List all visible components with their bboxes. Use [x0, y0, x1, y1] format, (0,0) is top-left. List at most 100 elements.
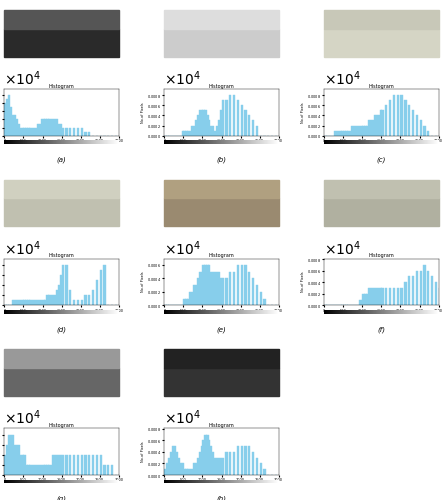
Bar [8, 95, 11, 136]
Bar [166, 464, 168, 475]
Bar [104, 265, 106, 306]
Bar [225, 278, 228, 305]
Bar [189, 469, 191, 475]
Bar [85, 455, 87, 475]
Bar [248, 446, 250, 475]
Bar [54, 120, 56, 136]
Bar [92, 455, 94, 475]
Bar [408, 276, 410, 306]
Bar [393, 288, 395, 306]
Bar [4, 180, 119, 199]
Bar [50, 295, 52, 306]
Bar [52, 120, 54, 136]
Bar [22, 300, 24, 306]
Bar [27, 128, 30, 136]
Bar [96, 280, 98, 305]
Bar [168, 458, 171, 475]
Title: Histogram: Histogram [209, 84, 234, 88]
Title: Histogram: Histogram [49, 254, 74, 258]
Bar [357, 126, 359, 136]
Text: (d): (d) [57, 326, 66, 333]
Bar [264, 298, 266, 306]
Bar [164, 350, 279, 368]
Bar [260, 292, 262, 306]
Bar [14, 444, 16, 475]
Bar [218, 120, 220, 136]
Bar [210, 446, 212, 475]
Bar [56, 120, 58, 136]
Bar [183, 130, 186, 136]
Text: (g): (g) [57, 496, 66, 500]
Bar [27, 300, 30, 306]
Bar [381, 110, 384, 136]
Bar [195, 464, 197, 475]
Bar [380, 110, 382, 136]
Bar [88, 455, 90, 475]
Bar [345, 130, 347, 136]
Bar [336, 130, 338, 136]
Bar [220, 110, 222, 136]
Bar [245, 110, 247, 136]
Bar [172, 446, 174, 475]
Bar [374, 116, 376, 136]
Bar [54, 455, 56, 475]
Bar [412, 110, 414, 136]
Bar [66, 128, 68, 136]
Bar [189, 292, 191, 306]
Bar [260, 464, 262, 475]
Bar [416, 270, 418, 306]
Bar [198, 272, 201, 306]
Y-axis label: No.of Pixels: No.of Pixels [301, 272, 305, 292]
Bar [189, 130, 191, 136]
Bar [25, 300, 27, 306]
Bar [201, 110, 203, 136]
Bar [324, 10, 439, 29]
Bar [252, 120, 254, 136]
Bar [195, 285, 197, 306]
Bar [435, 282, 437, 306]
Bar [58, 285, 60, 306]
Bar [229, 95, 231, 136]
Bar [191, 126, 193, 136]
Bar [43, 120, 45, 136]
Bar [43, 300, 45, 306]
Text: (f): (f) [377, 326, 385, 333]
Bar [35, 128, 37, 136]
Bar [19, 455, 22, 475]
Bar [241, 446, 243, 475]
Bar [377, 116, 380, 136]
Bar [212, 126, 214, 136]
Bar [245, 446, 247, 475]
Bar [176, 452, 178, 475]
Bar [164, 469, 167, 475]
Bar [206, 116, 209, 136]
Bar [185, 130, 187, 136]
Bar [183, 298, 186, 306]
Bar [14, 300, 16, 306]
Bar [420, 120, 422, 136]
Bar [66, 265, 68, 306]
Bar [248, 272, 250, 306]
Bar [10, 108, 12, 136]
Bar [202, 265, 205, 306]
Bar [4, 10, 119, 29]
Y-axis label: No.of Pixels: No.of Pixels [141, 102, 145, 122]
Bar [56, 290, 58, 306]
Bar [60, 275, 62, 306]
Bar [14, 116, 16, 136]
Bar [218, 272, 220, 306]
Bar [12, 300, 14, 306]
Bar [185, 469, 187, 475]
Bar [183, 469, 186, 475]
Bar [241, 265, 243, 306]
Bar [170, 452, 172, 475]
Bar [237, 100, 239, 136]
Bar [37, 465, 39, 475]
Text: (e): (e) [217, 326, 226, 333]
Bar [385, 288, 388, 306]
Bar [408, 106, 410, 136]
Bar [376, 116, 378, 136]
Bar [343, 130, 346, 136]
Bar [187, 130, 190, 136]
Bar [41, 465, 43, 475]
